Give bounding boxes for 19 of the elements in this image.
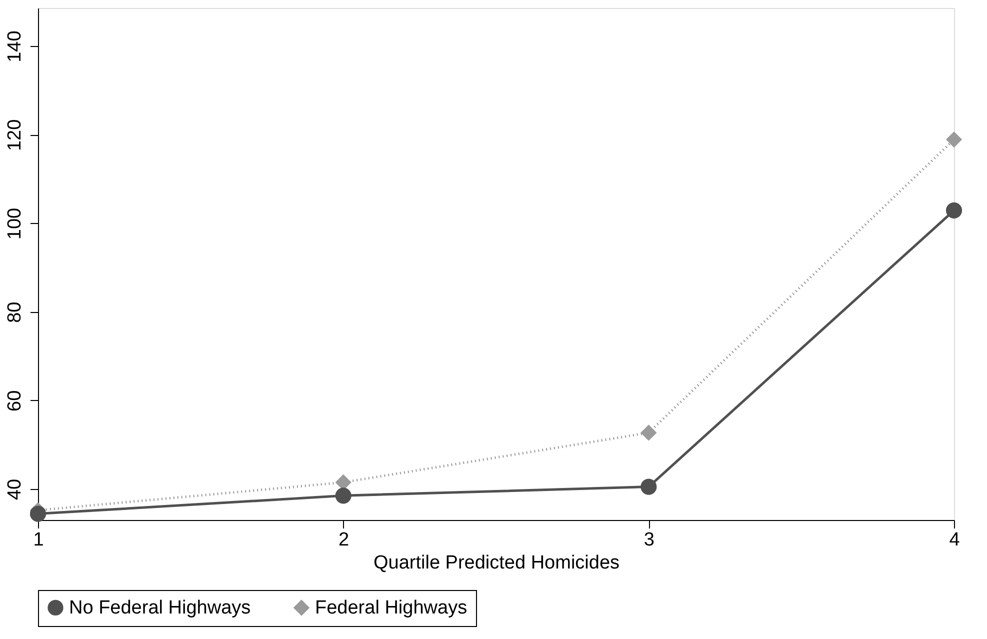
legend-label: Federal Highways bbox=[315, 598, 468, 619]
point bbox=[640, 424, 657, 441]
y-tick-label: 80 bbox=[4, 302, 26, 323]
x-tick-label: 1 bbox=[33, 530, 44, 550]
point bbox=[946, 202, 962, 218]
x-tick-label: 4 bbox=[949, 530, 960, 550]
point bbox=[335, 488, 352, 504]
y-tick-label: 100 bbox=[4, 208, 26, 240]
y-tick-label: 40 bbox=[4, 478, 26, 500]
y-tick-label: 120 bbox=[4, 119, 26, 152]
point bbox=[30, 506, 46, 522]
legend-label: No Federal Highways bbox=[69, 598, 251, 619]
point bbox=[640, 478, 657, 495]
y-tick-label: 140 bbox=[4, 30, 26, 62]
x-axis-title: Quartile Predicted Homicides bbox=[373, 552, 620, 574]
x-tick-label: 2 bbox=[338, 530, 350, 550]
x-tick-label: 3 bbox=[644, 530, 654, 550]
point bbox=[946, 131, 962, 148]
y-tick-label: 60 bbox=[4, 390, 26, 412]
